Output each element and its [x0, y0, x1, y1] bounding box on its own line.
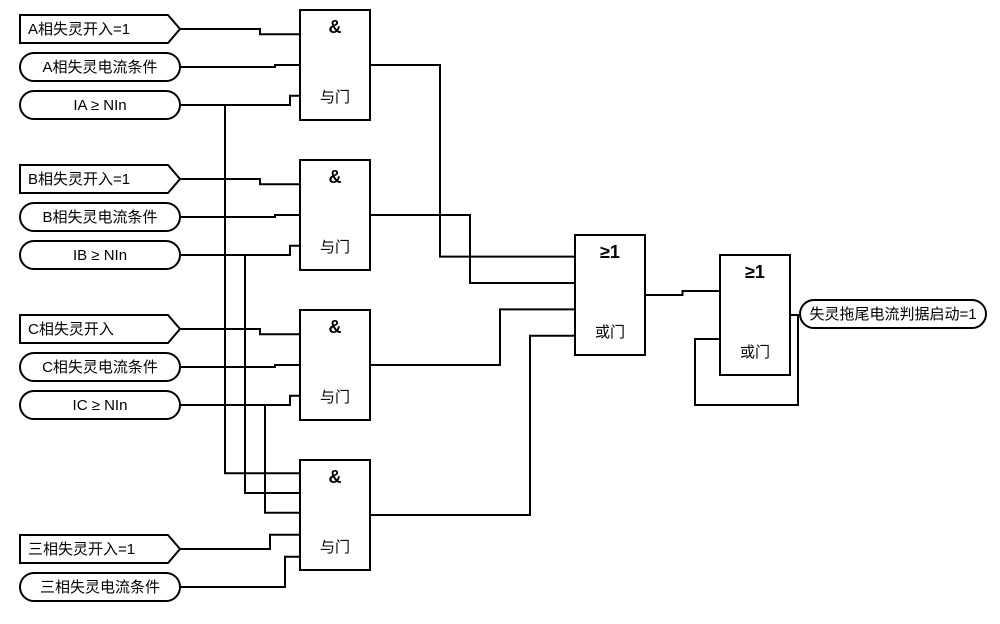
wire-tri-cond [180, 557, 300, 587]
wire-a-cond [180, 65, 300, 67]
wire-and-b-to-or1 [370, 215, 575, 283]
wire-b-cur [180, 246, 300, 255]
wire-b-cur-to-tri [245, 255, 300, 493]
wire-c-cur [180, 396, 300, 405]
gate-and-c-symbol: & [329, 317, 342, 337]
gate-or2-label: 或门 [740, 344, 770, 361]
wire-c-cur-to-tri [265, 405, 300, 513]
gate-or2-symbol: ≥1 [745, 262, 765, 282]
wire-tri-open [180, 535, 300, 549]
input-tri-cond-label: 三相失灵电流条件 [40, 579, 160, 596]
wire-c-cond [180, 365, 300, 367]
wire-b-cond [180, 215, 300, 217]
gate-and-tri-symbol: & [329, 467, 342, 487]
input-b-cond-label: B相失灵电流条件 [42, 209, 157, 226]
input-a-open-label: A相失灵开入=1 [28, 21, 130, 38]
wire-c-open [180, 329, 300, 334]
input-a-cur-label: IA ≥ NIn [73, 97, 126, 114]
input-tri-open-label: 三相失灵开入=1 [28, 541, 135, 558]
gate-or1-symbol: ≥1 [600, 242, 620, 262]
gate-and-b-symbol: & [329, 167, 342, 187]
input-c-cur-label: IC ≥ NIn [73, 397, 128, 414]
gate-and-c-label: 与门 [320, 389, 350, 406]
gate-and-a-symbol: & [329, 17, 342, 37]
gate-and-tri-label: 与门 [320, 539, 350, 556]
gate-and-a-label: 与门 [320, 89, 350, 106]
gate-and-b-label: 与门 [320, 239, 350, 256]
wire-and-a-to-or1 [370, 65, 575, 257]
wire-a-cur [180, 96, 300, 105]
output-label: 失灵拖尾电流判据启动=1 [809, 306, 976, 323]
wire-b-open [180, 179, 300, 184]
wire-a-open [180, 29, 300, 34]
wire-and-c-to-or1 [370, 309, 575, 365]
wire-and-tri-to-or1 [370, 336, 575, 515]
input-c-open-label: C相失灵开入 [28, 321, 114, 338]
gate-or1-label: 或门 [595, 324, 625, 341]
input-b-open-label: B相失灵开入=1 [28, 171, 130, 188]
input-c-cond-label: C相失灵电流条件 [42, 359, 158, 376]
input-a-cond-label: A相失灵电流条件 [42, 59, 157, 76]
wire-or1-to-or2 [645, 291, 720, 295]
wire-a-cur-to-tri [225, 105, 300, 473]
input-b-cur-label: IB ≥ NIn [73, 247, 127, 264]
